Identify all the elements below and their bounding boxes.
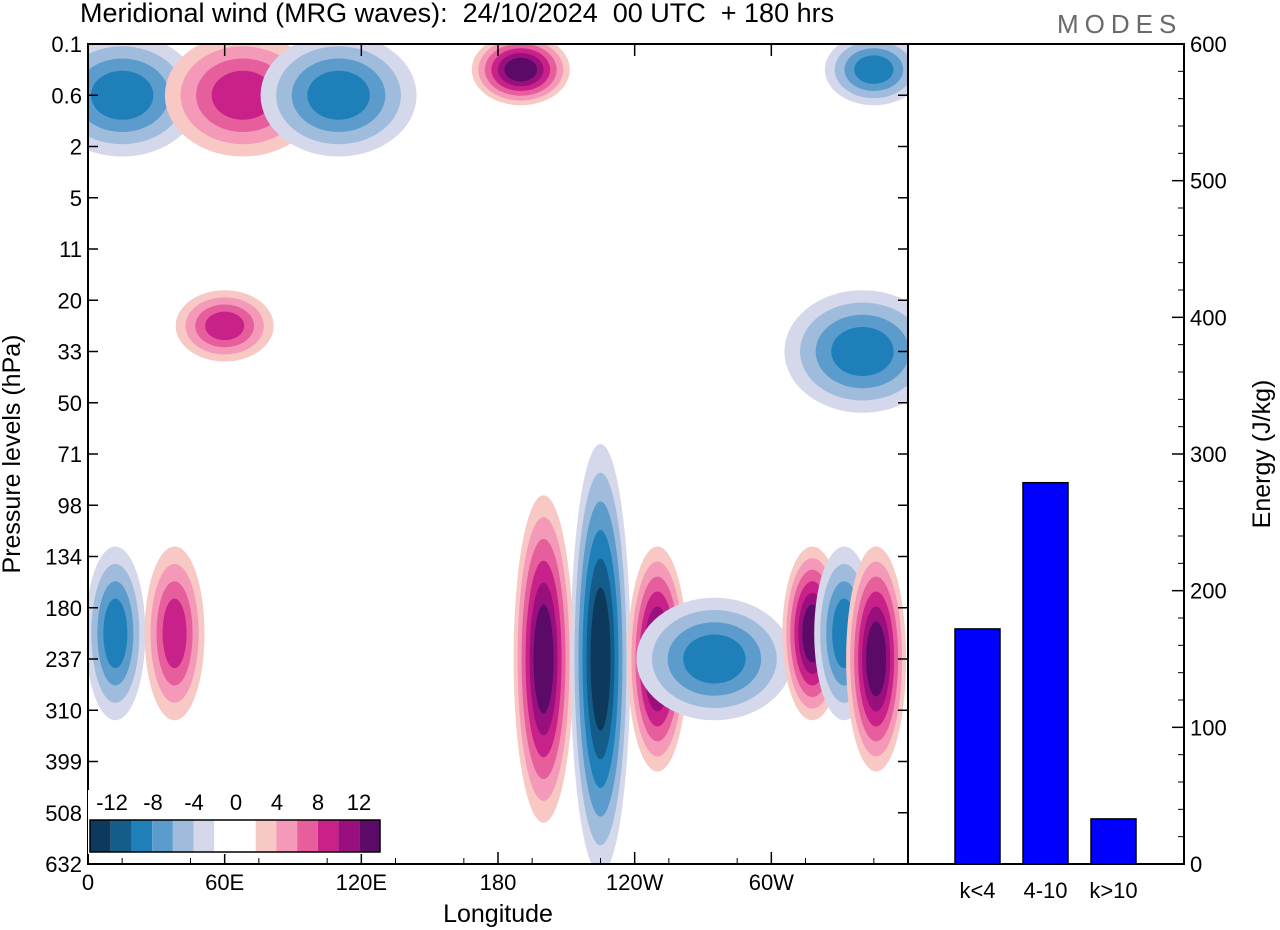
contour-feature-7: [88, 546, 146, 721]
bar-1: [1022, 481, 1069, 865]
bar-category-label: k>10: [1089, 878, 1137, 903]
bar-axes: 0 100 200 300 400 500 600: [1172, 32, 1227, 877]
energy-tick-label: 0: [1190, 852, 1202, 877]
energy-axis-title: Energy (J/kg): [1248, 380, 1276, 529]
bar-0: [954, 628, 1001, 865]
y-tick-label: 0.6: [51, 83, 82, 108]
y-tick-label: 2: [70, 135, 82, 160]
y-tick-label: 508: [45, 801, 82, 826]
bar-category-label: k<4: [959, 878, 995, 903]
brand-logo: MODES: [1057, 9, 1183, 39]
contour-feature-14: [175, 290, 274, 362]
energy-tick-label: 500: [1190, 169, 1227, 194]
contour-feature-15: [784, 290, 908, 413]
colorbar-swatch: [193, 820, 215, 852]
colorbar-swatch: [317, 820, 339, 852]
colorbar-label: -8: [143, 790, 163, 815]
contour-feature-12: [471, 44, 570, 106]
colorbar-label: -4: [184, 790, 204, 815]
contour-feature-13: [824, 44, 908, 106]
x-tick-label: 60E: [205, 870, 244, 895]
bar-2: [1090, 818, 1137, 865]
contour-feature-0: [513, 495, 574, 823]
colorbar-frame: [89, 819, 381, 853]
y-tick-label: 310: [45, 698, 82, 723]
contour-band-12-5: [504, 57, 538, 82]
x-tick-label: 120E: [336, 870, 387, 895]
colorbar-swatch: [359, 820, 380, 852]
colorbar-swatch: [110, 820, 132, 852]
contour-band-10-3: [211, 70, 275, 120]
colorbar-label: -12: [96, 790, 128, 815]
energy-tick-label: 200: [1190, 579, 1227, 604]
y-tick-label: 237: [45, 647, 82, 672]
colorbar-label: 4: [271, 790, 283, 815]
contour-feature-8: [144, 546, 205, 721]
contour-feature-6: [846, 546, 907, 772]
y-tick-label: 20: [58, 288, 82, 313]
colorbar-label: 12: [347, 790, 371, 815]
colorbar-swatch: [235, 820, 256, 852]
y-tick-label: 180: [45, 596, 82, 621]
y-axis-title: Pressure levels (hPa): [0, 335, 26, 574]
contour-band-7-3: [103, 598, 128, 669]
contour-feature-11: [260, 44, 417, 157]
contour-feature-1: [570, 444, 631, 864]
contour-feature-3: [636, 597, 793, 721]
contour-band-14-3: [205, 311, 245, 341]
energy-tick-label: 600: [1190, 32, 1227, 57]
energy-tick-label: 100: [1190, 715, 1227, 740]
colorbar-swatch: [131, 820, 153, 852]
colorbar-label: 8: [312, 790, 324, 815]
colorbar-swatch: [90, 820, 111, 852]
colorbar-swatch: [255, 820, 277, 852]
y-tick-label: 134: [45, 545, 82, 570]
y-tick-label: 632: [45, 852, 82, 877]
contour-band-8-3: [162, 598, 187, 669]
contour-band-1-5: [590, 587, 611, 731]
colorbar-swatch: [172, 820, 194, 852]
y-tick-label: 71: [58, 442, 82, 467]
contour-band-3-3: [683, 634, 746, 684]
contour-band-0-5: [533, 604, 554, 714]
y-tick-label: 33: [58, 340, 82, 365]
x-axis-title: Longitude: [443, 900, 553, 928]
contour-band-13-3: [854, 55, 894, 84]
contour-band-6-5: [866, 621, 887, 697]
contour-band-15-3: [831, 327, 894, 376]
contour-axes: 0.1 0.6 2 5 11 20 33 50 71 98 134 180 237 310 399 508 63…: [45, 32, 908, 895]
x-tick-label: 120W: [606, 870, 664, 895]
contour-band-9-3: [90, 70, 154, 120]
colorbar-swatch: [338, 820, 360, 852]
y-tick-label: 399: [45, 750, 82, 775]
y-tick-label: 11: [59, 237, 82, 262]
energy-tick-label: 300: [1190, 442, 1227, 467]
colorbar-label: 0: [230, 790, 242, 815]
contour-band-11-3: [307, 70, 370, 120]
bar-series: k<4 4-10 k>10: [954, 481, 1138, 903]
y-tick-label: 98: [58, 493, 82, 518]
y-tick-label: 5: [70, 186, 82, 211]
contour-frame: [87, 43, 909, 865]
contour-field: [88, 44, 908, 864]
y-tick-label: 50: [58, 391, 82, 416]
x-tick-label: 180: [480, 870, 517, 895]
colorbar-swatch: [152, 820, 173, 852]
bar-category-label: 4-10: [1023, 878, 1067, 903]
colorbar: -12 -8 -4 0 4 8 12: [88, 790, 382, 854]
colorbar-swatch: [214, 820, 235, 852]
x-tick-label: 0: [82, 870, 94, 895]
x-tick-label: 60W: [749, 870, 794, 895]
colorbar-swatch: [276, 820, 298, 852]
chart-title: Meridional wind (MRG waves): 24/10/2024 …: [80, 0, 835, 28]
energy-tick-label: 400: [1190, 305, 1227, 330]
y-tick-label: 0.1: [51, 32, 82, 57]
colorbar-swatch: [297, 820, 318, 852]
